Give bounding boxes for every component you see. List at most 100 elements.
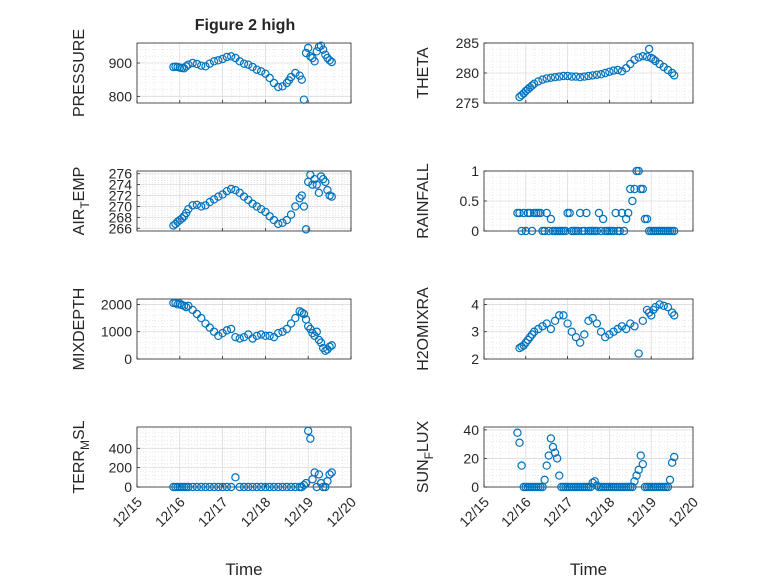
data-point [567, 327, 576, 336]
x-tick-label: 12/16 [152, 494, 188, 530]
x-axis-label: Time [225, 560, 262, 579]
data-point [177, 214, 187, 223]
y-tick-label: 400 [109, 440, 133, 456]
data-point [517, 461, 526, 470]
data-point [248, 199, 257, 208]
data-point [609, 66, 618, 75]
data-point [586, 482, 595, 492]
data-point [605, 330, 614, 339]
y-tick-label: 272 [109, 188, 133, 204]
data-point [196, 313, 206, 323]
y-tick-label: 0 [124, 351, 132, 367]
y-tick-label: 274 [109, 177, 133, 193]
data-point [655, 300, 664, 309]
data-point [534, 324, 543, 334]
data-point [542, 74, 551, 83]
data-point [596, 327, 606, 336]
data-point [628, 482, 637, 492]
data-point [291, 482, 300, 492]
data-point [630, 184, 639, 194]
data-point [218, 482, 227, 492]
data-point [550, 316, 560, 326]
data-point [548, 442, 558, 452]
y-tick-label: 40 [463, 422, 479, 438]
data-point [282, 78, 291, 88]
data-point [667, 458, 677, 467]
data-point [248, 62, 257, 72]
data-point [214, 482, 223, 492]
data-point [218, 328, 227, 338]
data-point [226, 52, 236, 61]
data-point [588, 313, 597, 323]
data-point [327, 57, 336, 67]
panel-mixdepth: 0 1000 2000 MIXDEPTH [71, 288, 352, 370]
data-point [575, 338, 585, 347]
data-point [609, 226, 618, 236]
data-point [617, 322, 627, 331]
data-point [325, 470, 334, 479]
data-point [182, 62, 191, 71]
data-point [308, 180, 317, 189]
data-point [188, 482, 197, 492]
data-point [299, 309, 309, 319]
data-point [261, 482, 270, 492]
data-point [226, 184, 236, 194]
data-point [659, 301, 668, 311]
data-point [649, 305, 658, 315]
y-axis-label: AIRTEMP [71, 167, 92, 236]
data-point [192, 59, 202, 69]
data-point [517, 226, 526, 236]
data-point [244, 482, 253, 492]
data-point [256, 482, 266, 492]
panel-sun-flux: 0 20 40 SUNFLUX 12/15 12/16 12/17 12/18 12/19 12/… [415, 421, 701, 579]
data-point [555, 72, 564, 81]
data-point [222, 186, 232, 196]
data-point [636, 451, 645, 460]
y-axis-label: RAINFALL [415, 163, 432, 239]
data-point [592, 70, 602, 80]
data-point [196, 202, 206, 211]
data-point [274, 82, 283, 92]
panel-terr-msl: 0 200 400 TERRMSL 12/15 12/16 12/17 12/18 12/19 1… [71, 420, 359, 579]
data-point [316, 41, 326, 50]
axes-box [136, 42, 352, 104]
data-point [590, 477, 599, 486]
data-point [256, 67, 266, 76]
data-point [651, 302, 660, 312]
data-point [546, 214, 556, 224]
data-point [649, 55, 658, 64]
y-tick-label: 0.5 [460, 193, 480, 209]
y-axis-label: TERRMSL [71, 420, 92, 493]
data-point [565, 208, 574, 218]
x-tick-label: 12/16 [498, 494, 534, 530]
data-point [563, 71, 572, 81]
data-point [312, 180, 321, 189]
figure-title: Figure 2 high [195, 17, 295, 34]
data-point [316, 172, 326, 181]
axes-box [483, 298, 694, 360]
data-point [667, 308, 677, 317]
data-point [621, 63, 631, 73]
data-point [515, 438, 524, 447]
data-point [538, 322, 547, 331]
data-point [617, 208, 627, 218]
data-point [252, 482, 262, 492]
x-tick-label: 12/19 [623, 494, 659, 530]
data-point [192, 200, 202, 210]
data-point [521, 226, 531, 236]
data-point [540, 475, 549, 485]
data-point [523, 335, 533, 345]
x-tick-label: 12/20 [665, 494, 701, 530]
data-point [209, 195, 219, 204]
data-point [231, 185, 240, 195]
data-point [244, 60, 253, 69]
data-point [218, 54, 227, 64]
data-point [626, 184, 635, 194]
data-point [663, 302, 673, 312]
data-point [630, 477, 639, 486]
y-axis-label: H2OMIXRA [415, 287, 432, 371]
data-point [205, 197, 214, 207]
data-point [323, 185, 332, 195]
data-point [575, 72, 585, 82]
